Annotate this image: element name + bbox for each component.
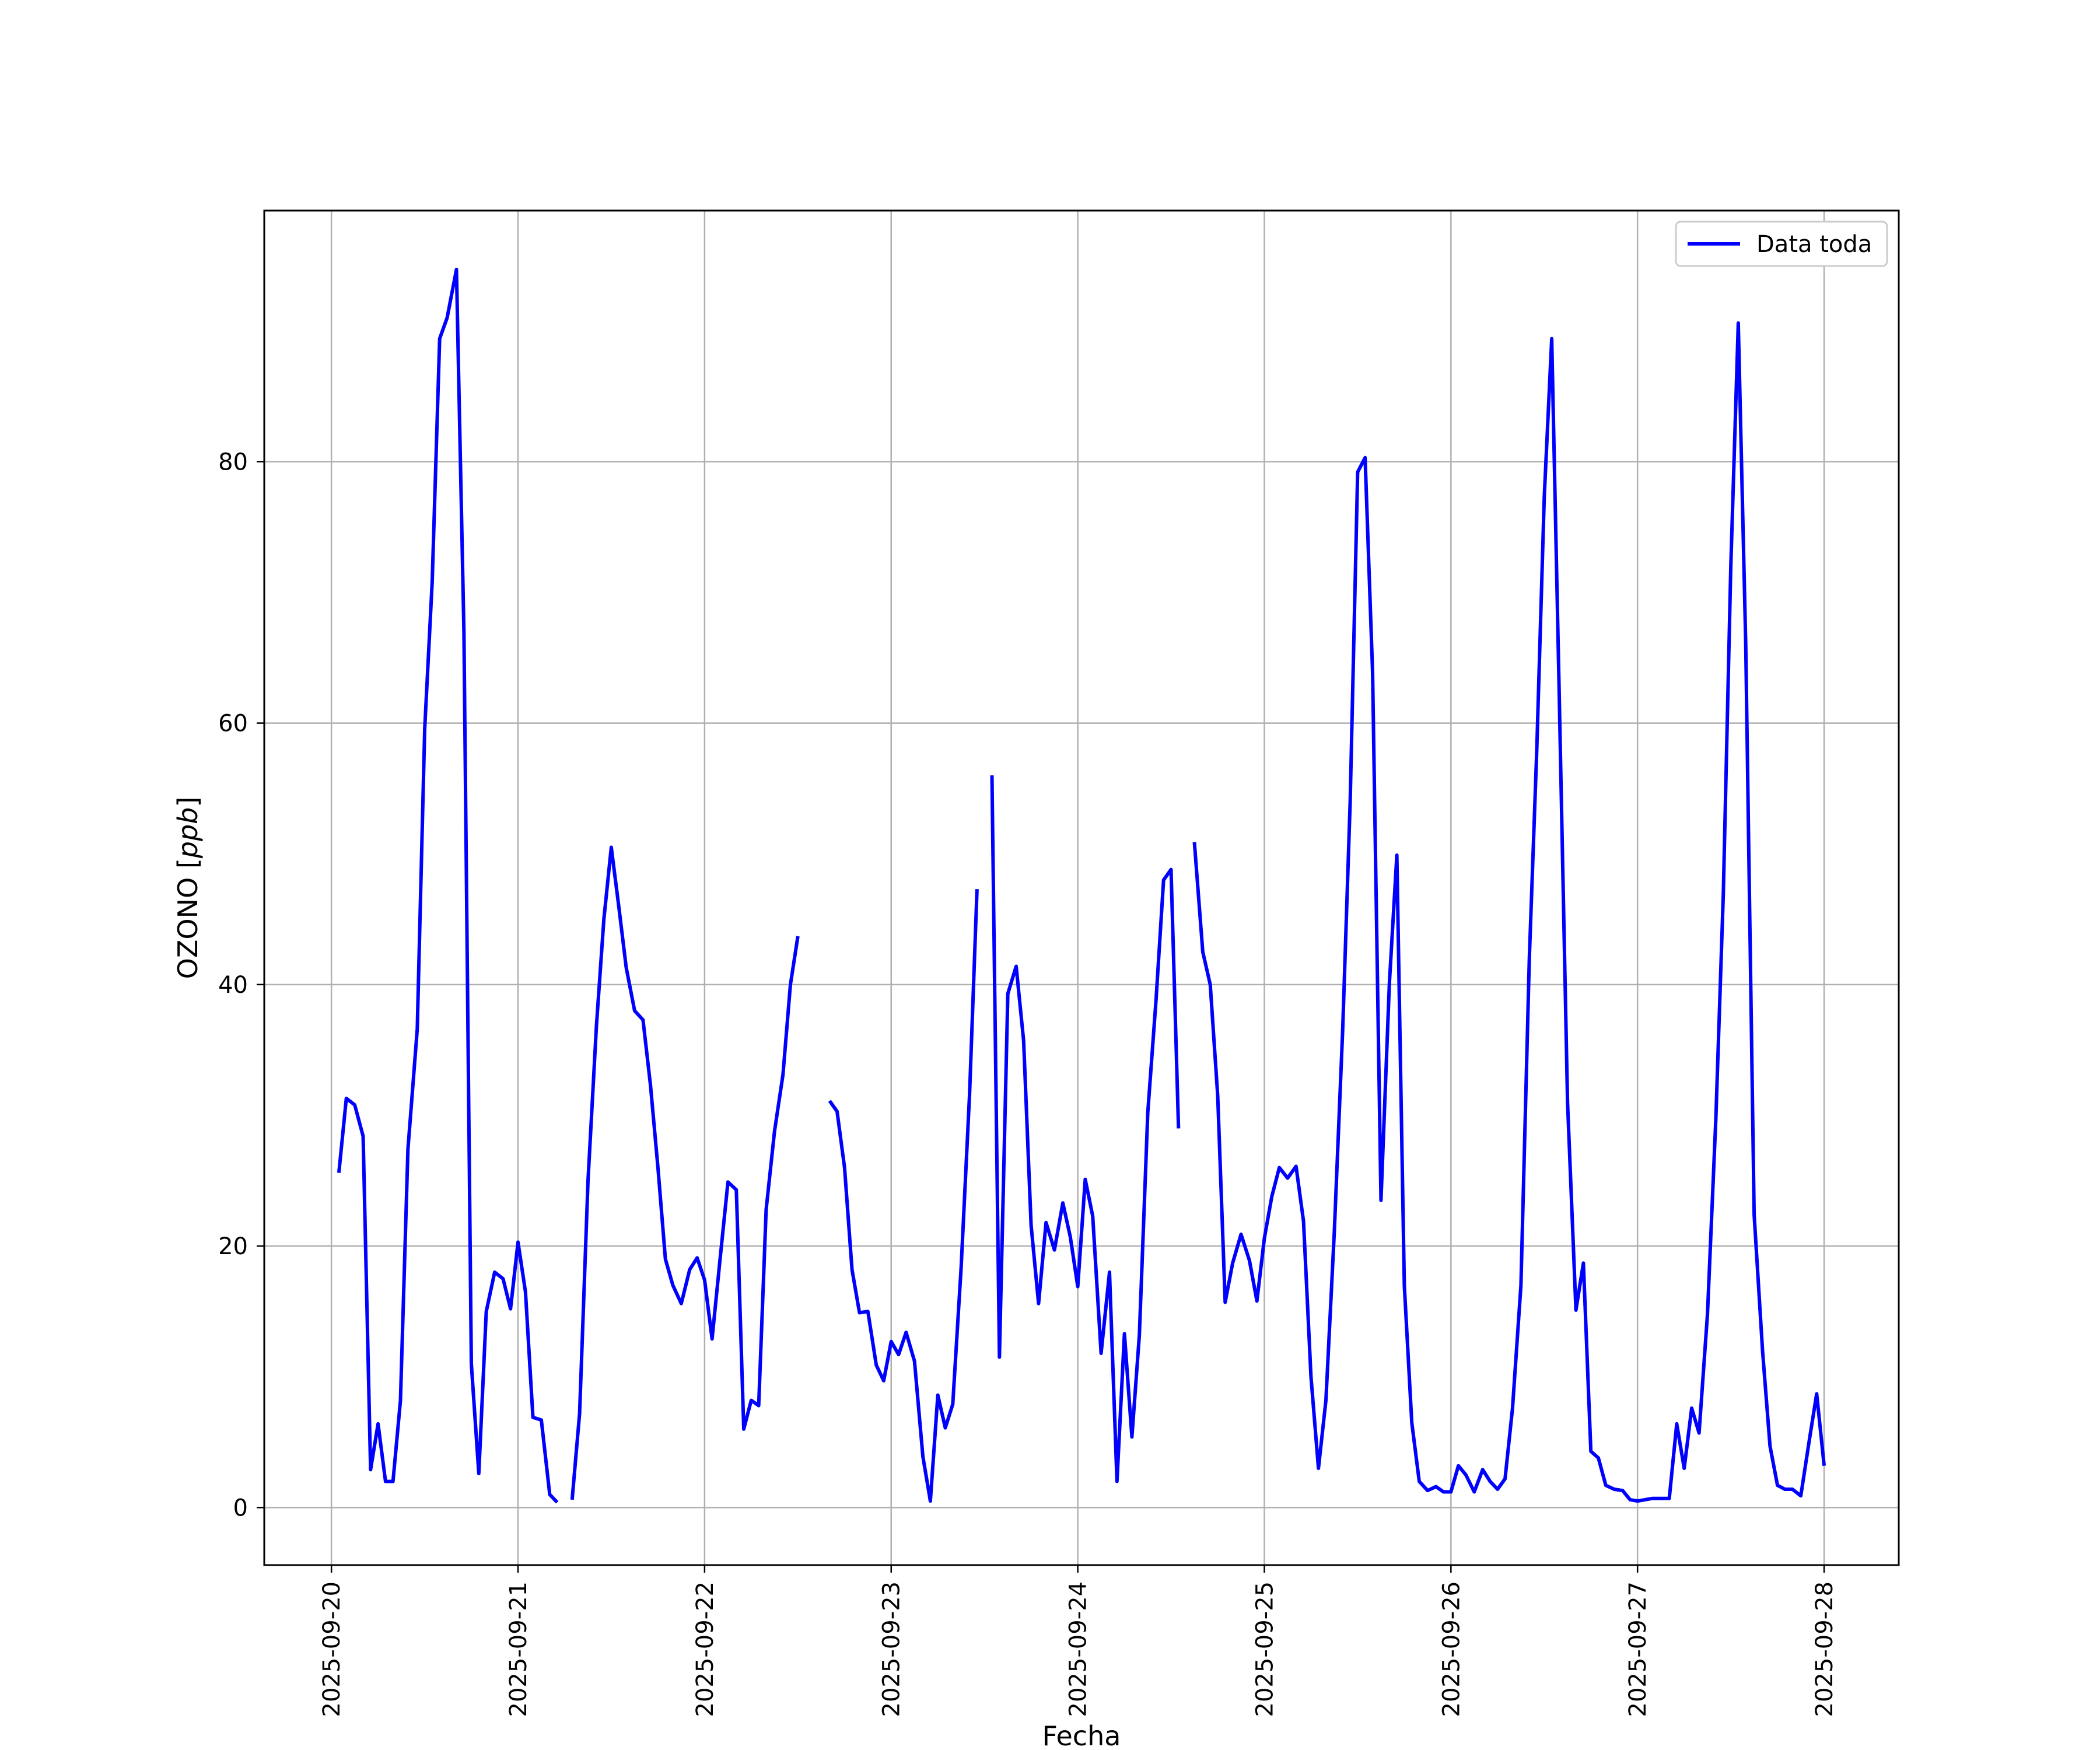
y-tick-label: 0 (233, 1494, 248, 1521)
series-line-segment (990, 775, 1181, 1483)
series-line-segment (570, 845, 800, 1500)
x-tick-label: 2025-09-23 (878, 1581, 905, 1717)
x-tick-label: 2025-09-24 (1065, 1581, 1092, 1717)
y-axis-label: OZONO [ppb] (172, 797, 204, 979)
x-tick-label: 2025-09-27 (1625, 1581, 1651, 1717)
x-axis-ticks: 2025-09-20 2025-09-21 2025-09-22 2025-09-23… (318, 1565, 1838, 1717)
series-lines (337, 267, 1826, 1504)
series-line-segment (828, 889, 979, 1503)
plot-frame (263, 209, 1900, 1566)
y-axis-label-unit: ppb (172, 807, 204, 859)
x-tick-label: 2025-09-26 (1438, 1581, 1465, 1717)
y-tick-label: 20 (218, 1233, 248, 1260)
y-axis-label-close: ] (172, 797, 204, 807)
legend-box (1675, 220, 1888, 267)
x-axis-label: Fecha (1042, 1720, 1121, 1750)
y-tick-label: 80 (218, 449, 248, 475)
x-tick-label: 2025-09-21 (505, 1581, 532, 1717)
y-tick-label: 60 (218, 710, 248, 737)
y-axis-ticks: 0 20 40 60 80 (218, 449, 264, 1521)
series-line-segment (337, 267, 559, 1504)
x-tick-label: 2025-09-20 (318, 1581, 345, 1717)
x-tick-label: 2025-09-22 (692, 1581, 719, 1717)
y-tick-label: 40 (218, 972, 248, 999)
x-tick-label: 2025-09-25 (1251, 1581, 1278, 1717)
y-axis-label-main: OZONO [ (172, 858, 204, 979)
legend-label: Data toda (1756, 231, 1872, 258)
series-line-segment (1192, 321, 1826, 1503)
x-tick-label: 2025-09-28 (1811, 1581, 1838, 1717)
legend: Data toda (1675, 220, 1888, 267)
